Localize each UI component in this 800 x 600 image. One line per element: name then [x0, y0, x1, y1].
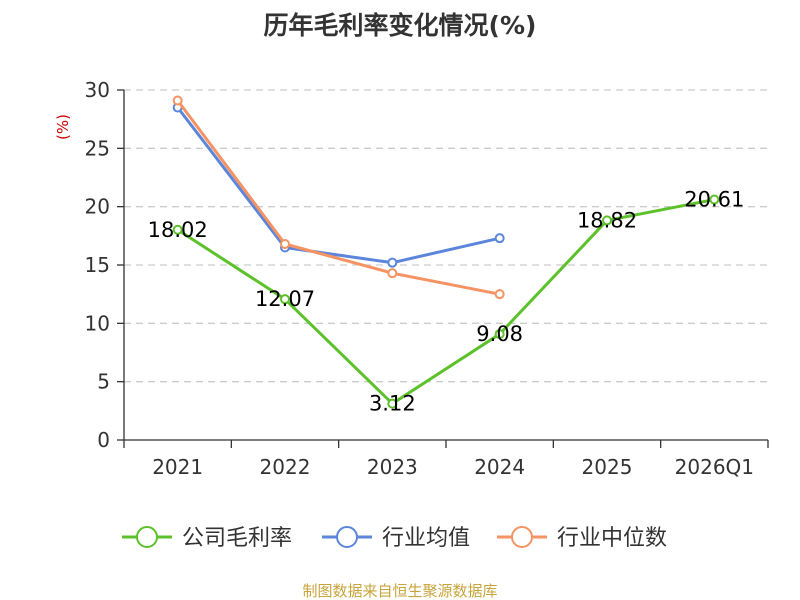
data-point [172, 224, 183, 235]
y-axis: 0 5 10 15 20 25 30 [85, 78, 125, 452]
y-tick-label: 5 [97, 370, 110, 394]
legend: 公司毛利率 行业均值 行业中位数 [122, 526, 667, 551]
data-label: 3.12 [369, 392, 416, 416]
series-line-2 [176, 99, 500, 296]
x-axis: 2021 2022 2023 2024 2025 2026Q1 [123, 439, 769, 479]
data-point [172, 95, 183, 106]
data-point [280, 294, 290, 305]
legend-item-0[interactable]: 公司毛利率 [122, 526, 292, 551]
y-tick-label: 25 [85, 136, 110, 160]
legend-item-2[interactable]: 行业中位数 [497, 526, 667, 551]
x-tick-label: 2026Q1 [675, 455, 754, 479]
series-line-1 [176, 106, 501, 265]
y-tick-label: 10 [85, 311, 110, 335]
legend-label: 行业均值 [382, 526, 470, 551]
data-label: 12.07 [255, 287, 315, 311]
x-tick-label: 2025 [582, 455, 633, 479]
data-point [494, 289, 505, 300]
chart-title: 历年毛利率变化情况(%) [264, 11, 537, 40]
data-point [387, 268, 398, 279]
data-point [494, 329, 505, 340]
x-tick-label: 2021 [152, 455, 203, 479]
data-point [387, 257, 398, 268]
y-tick-label: 15 [85, 253, 110, 277]
series-layer [172, 95, 720, 409]
data-point [387, 398, 398, 409]
data-label: 18.82 [577, 208, 637, 232]
series-line-0 [176, 198, 715, 406]
legend-swatch-marker [136, 526, 158, 548]
x-tick-label: 2022 [260, 455, 311, 479]
data-label: 20.61 [684, 188, 744, 212]
source-note: 制图数据来自恒生聚源数据库 [302, 582, 497, 600]
data-point [494, 233, 505, 244]
legend-label: 公司毛利率 [182, 526, 292, 551]
data-labels: 18.02 12.07 3.12 9.08 18.82 20.61 [148, 188, 745, 416]
data-label: 9.08 [476, 322, 523, 346]
data-point [709, 194, 720, 205]
x-tick-label: 2024 [474, 455, 525, 479]
legend-swatch-marker [336, 526, 358, 548]
y-tick-label: 0 [97, 428, 110, 452]
legend-swatch-marker [511, 526, 533, 548]
legend-item-1[interactable]: 行业均值 [322, 526, 470, 551]
data-point [280, 239, 290, 249]
grid-lines [124, 89, 768, 383]
y-tick-label: 20 [85, 195, 110, 219]
y-tick-label: 30 [85, 78, 110, 102]
y-axis-label: (%) [54, 114, 72, 140]
legend-label: 行业中位数 [557, 526, 667, 551]
x-tick-label: 2023 [367, 455, 418, 479]
data-label: 18.02 [148, 218, 208, 242]
data-point [602, 215, 612, 226]
